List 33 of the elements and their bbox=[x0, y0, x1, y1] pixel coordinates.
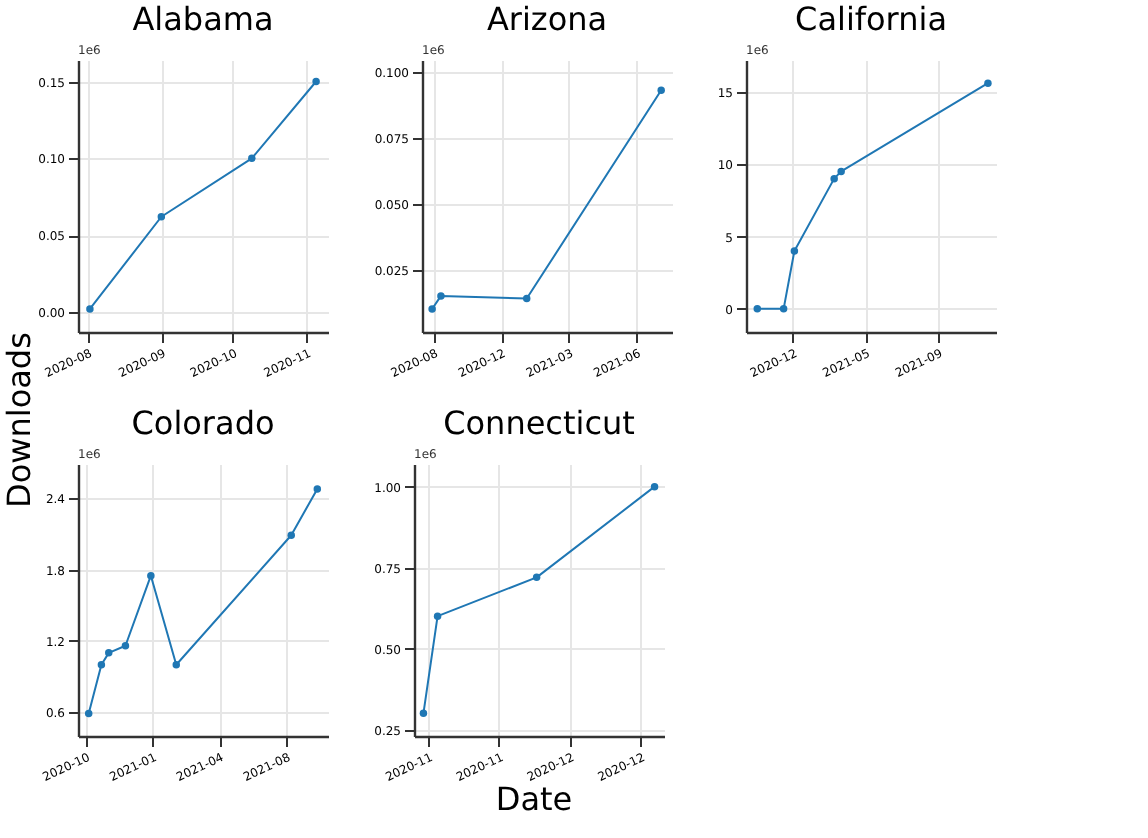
point bbox=[313, 485, 322, 493]
point bbox=[312, 77, 320, 86]
point bbox=[121, 641, 130, 650]
point bbox=[753, 305, 762, 313]
point bbox=[522, 294, 531, 303]
chart-title: Connecticut bbox=[443, 404, 635, 442]
point bbox=[650, 482, 659, 491]
point bbox=[532, 573, 541, 582]
point bbox=[419, 709, 428, 718]
point bbox=[657, 86, 665, 95]
point bbox=[790, 247, 799, 255]
point bbox=[428, 305, 436, 313]
chart-title: Colorado bbox=[131, 404, 275, 442]
point bbox=[86, 305, 94, 313]
chart-title: Alabama bbox=[132, 0, 274, 38]
y-axis-title: Downloads bbox=[0, 332, 38, 508]
point bbox=[287, 531, 295, 539]
point bbox=[830, 174, 838, 183]
chart-title: Arizona bbox=[486, 0, 608, 38]
point bbox=[248, 154, 256, 163]
x-axis-title: Date bbox=[495, 780, 573, 818]
point bbox=[84, 709, 93, 718]
point bbox=[984, 79, 992, 87]
point bbox=[433, 612, 442, 620]
chart-title: California bbox=[795, 0, 947, 38]
point bbox=[779, 305, 788, 313]
point bbox=[105, 649, 113, 657]
point bbox=[172, 661, 180, 669]
point bbox=[157, 213, 166, 221]
point bbox=[837, 167, 845, 176]
point bbox=[437, 292, 445, 300]
point bbox=[147, 571, 155, 580]
point bbox=[97, 661, 106, 669]
